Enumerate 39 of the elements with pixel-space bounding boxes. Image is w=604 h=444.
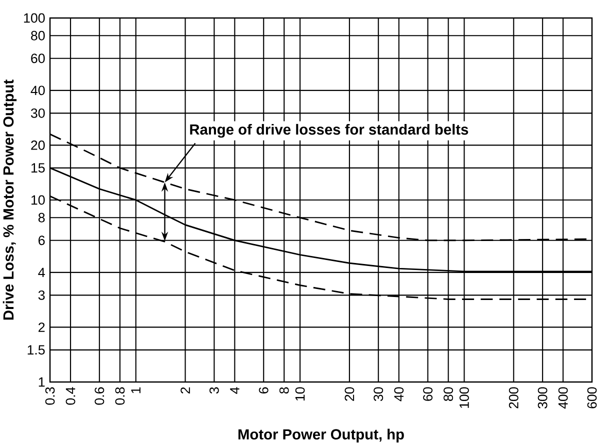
y-tick-label: 2 — [38, 322, 45, 332]
y-tick-label: 10 — [31, 195, 45, 205]
y-tick-label: 80 — [31, 30, 45, 40]
x-tick-label: 400 — [558, 387, 568, 409]
x-tick-label: 0.3 — [45, 387, 55, 405]
y-tick-label: 100 — [24, 13, 45, 23]
x-tick-label: 300 — [538, 387, 548, 408]
y-tick-label: 3 — [38, 290, 45, 300]
y-tick-label: 1.5 — [28, 345, 45, 355]
x-tick-label: 0.8 — [115, 387, 125, 405]
x-tick-label: 4 — [230, 387, 240, 394]
x-tick-label: 600 — [587, 387, 597, 408]
y-tick-label: 15 — [31, 163, 45, 173]
x-tick-label: 20 — [344, 387, 354, 401]
x-tick-label: 0.6 — [94, 387, 104, 405]
x-tick-label: 30 — [374, 387, 384, 402]
x-tick-label: 2 — [180, 387, 190, 394]
y-tick-label: 30 — [30, 108, 45, 118]
annotation: Range of drive losses for standard belts — [190, 124, 468, 138]
y-tick-label: 4 — [38, 268, 45, 278]
x-tick-label: 8 — [279, 387, 289, 394]
y-tick-label: 60 — [31, 54, 45, 64]
x-tick-label: 10 — [295, 387, 305, 401]
x-tick-label: 0.4 — [66, 387, 76, 405]
x-tick-label: 1 — [131, 387, 140, 394]
y-tick-label: 40 — [30, 86, 45, 96]
x-tick-label: 60 — [423, 387, 433, 401]
x-tick-label: 200 — [508, 387, 518, 408]
y-tick-label: 6 — [38, 236, 45, 246]
x-tick-label: 100 — [460, 387, 469, 408]
x-tick-label: 80 — [444, 387, 454, 401]
y-tick-label: 20 — [31, 140, 45, 150]
y-tick-label: 1 — [38, 377, 45, 387]
x-tick-label: 40 — [394, 387, 404, 402]
x-axis-title: Motor Power Output, hp — [238, 428, 404, 442]
y-tick-label: 8 — [38, 212, 45, 222]
x-tick-label: 6 — [258, 387, 268, 394]
y-axis-title: Drive Loss, % Motor Power Output — [2, 80, 17, 320]
x-tick-label: 3 — [209, 387, 219, 394]
